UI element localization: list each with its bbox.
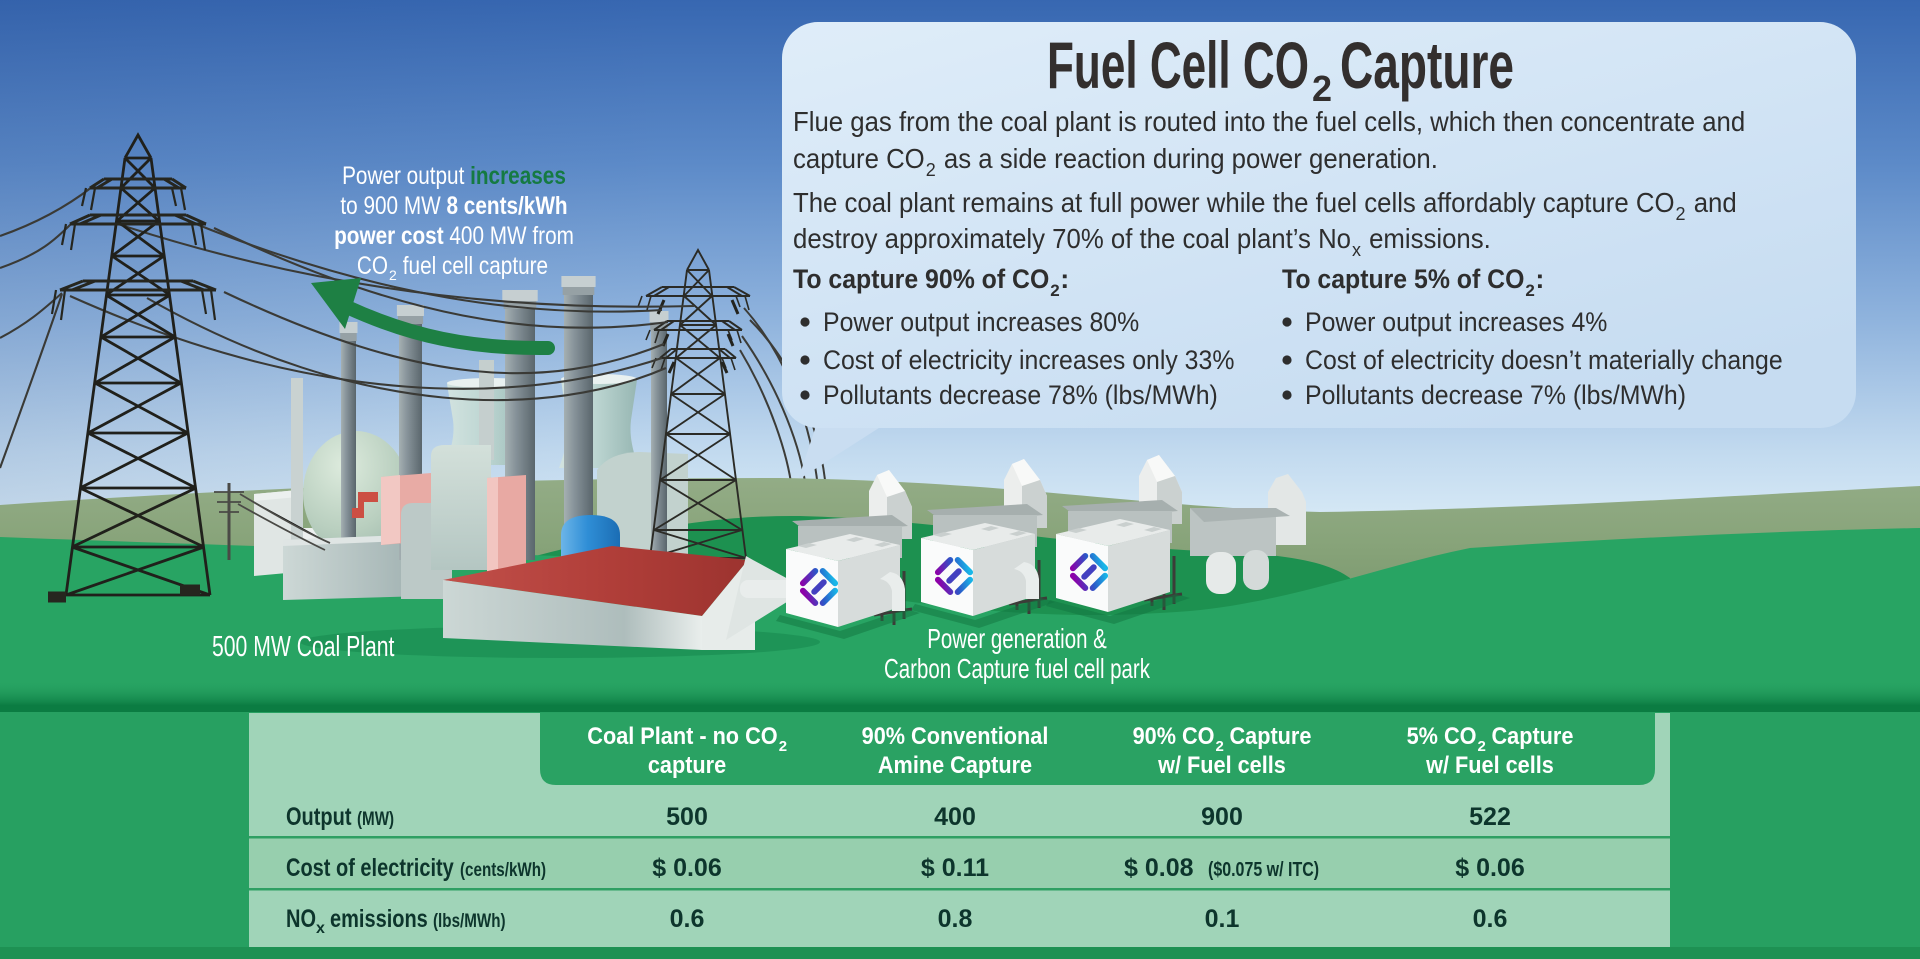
svg-text:x: x bbox=[316, 920, 325, 937]
svg-text:NO: NO bbox=[286, 905, 316, 933]
svg-text:900: 900 bbox=[1201, 803, 1243, 831]
svg-text:Amine Capture: Amine Capture bbox=[878, 752, 1032, 779]
svg-text:0.6: 0.6 bbox=[670, 905, 705, 933]
svg-text:8 cents/kWh: 8 cents/kWh bbox=[447, 192, 568, 220]
svg-text:destroy approximately 70% of t: destroy approximately 70% of the coal pl… bbox=[793, 223, 1351, 254]
svg-text:capture: capture bbox=[648, 752, 726, 779]
svg-text:Cost of electricity: Cost of electricity bbox=[286, 854, 454, 882]
svg-text:Cost of electricity doesn’t ma: Cost of electricity doesn’t materially c… bbox=[1305, 345, 1783, 375]
svg-text:Coal Plant - no CO: Coal Plant - no CO bbox=[587, 723, 777, 750]
svg-text:Power output increases 80%: Power output increases 80% bbox=[823, 307, 1139, 337]
svg-text:Pollutants decrease 7% (lbs/MW: Pollutants decrease 7% (lbs/MWh) bbox=[1305, 380, 1686, 410]
svg-text:To capture 90% of CO: To capture 90% of CO bbox=[793, 264, 1049, 294]
svg-text:w/ Fuel cells: w/ Fuel cells bbox=[1157, 752, 1286, 779]
svg-text:CO: CO bbox=[357, 252, 388, 280]
svg-text:To capture 5% of CO: To capture 5% of CO bbox=[1282, 264, 1524, 294]
svg-text:$ 0.06: $ 0.06 bbox=[1455, 854, 1525, 882]
svg-text:2: 2 bbox=[389, 267, 397, 283]
svg-text:0.8: 0.8 bbox=[938, 905, 973, 933]
svg-text:$ 0.06: $ 0.06 bbox=[652, 854, 722, 882]
svg-text:400 MW from: 400 MW from bbox=[449, 222, 574, 250]
svg-text:2: 2 bbox=[779, 738, 787, 755]
svg-text:0.6: 0.6 bbox=[1473, 905, 1508, 933]
svg-text:Carbon Capture fuel cell park: Carbon Capture fuel cell park bbox=[884, 653, 1151, 684]
svg-text:Capture: Capture bbox=[1230, 723, 1312, 750]
svg-text:Fuel Cell CO: Fuel Cell CO bbox=[1047, 28, 1309, 102]
svg-text:Output: Output bbox=[286, 803, 352, 831]
svg-text:Pollutants decrease 78% (lbs/M: Pollutants decrease 78% (lbs/MWh) bbox=[823, 380, 1218, 410]
svg-text:2: 2 bbox=[926, 160, 936, 180]
svg-text:2: 2 bbox=[1216, 738, 1224, 755]
svg-text:2: 2 bbox=[1676, 204, 1686, 224]
svg-text:Flue gas from the coal plant i: Flue gas from the coal plant is routed i… bbox=[793, 106, 1745, 137]
svg-text:2: 2 bbox=[1312, 68, 1332, 109]
svg-text:($0.075 w/ ITC): ($0.075 w/ ITC) bbox=[1208, 859, 1319, 881]
svg-text:522: 522 bbox=[1469, 803, 1511, 831]
svg-text:emissions.: emissions. bbox=[1369, 223, 1491, 254]
svg-text:capture CO: capture CO bbox=[793, 143, 925, 174]
svg-text:(lbs/MWh): (lbs/MWh) bbox=[433, 911, 506, 932]
svg-text:90% Conventional: 90% Conventional bbox=[862, 723, 1049, 750]
svg-text:emissions: emissions bbox=[330, 905, 428, 933]
svg-text:90% CO: 90% CO bbox=[1133, 723, 1215, 750]
svg-text:Capture: Capture bbox=[1340, 28, 1514, 102]
svg-text:0.1: 0.1 bbox=[1205, 905, 1240, 933]
svg-text::: : bbox=[1535, 264, 1544, 294]
svg-text:power cost: power cost bbox=[334, 222, 449, 250]
svg-text:2: 2 bbox=[1478, 738, 1486, 755]
svg-text:(MW): (MW) bbox=[357, 809, 394, 830]
svg-text:increases: increases bbox=[470, 162, 566, 190]
svg-text:400: 400 bbox=[934, 803, 976, 831]
svg-text:Power generation &: Power generation & bbox=[927, 623, 1107, 654]
svg-text:x: x bbox=[1352, 240, 1361, 260]
svg-text:Power output increases 4%: Power output increases 4% bbox=[1305, 307, 1607, 337]
svg-text:2: 2 bbox=[1050, 281, 1059, 300]
svg-text:$ 0.08: $ 0.08 bbox=[1124, 854, 1194, 882]
svg-text::: : bbox=[1060, 264, 1069, 294]
svg-text:2: 2 bbox=[1525, 281, 1534, 300]
svg-text:(cents/kWh): (cents/kWh) bbox=[460, 860, 546, 881]
svg-text:to 900 MW: to 900 MW bbox=[340, 192, 446, 220]
svg-text:500: 500 bbox=[666, 803, 708, 831]
svg-text:w/ Fuel cells: w/ Fuel cells bbox=[1425, 752, 1554, 779]
svg-text:as a side reaction during powe: as a side reaction during power generati… bbox=[944, 143, 1438, 174]
svg-text:The coal plant remains at full: The coal plant remains at full power whi… bbox=[793, 187, 1675, 218]
svg-text:500 MW Coal Plant: 500 MW Coal Plant bbox=[212, 631, 394, 663]
svg-text:$ 0.11: $ 0.11 bbox=[921, 854, 989, 882]
svg-text:and: and bbox=[1694, 187, 1737, 218]
svg-text:Power output: Power output bbox=[342, 162, 470, 190]
svg-text:Cost of electricity increases: Cost of electricity increases only 33% bbox=[823, 345, 1234, 375]
svg-text:Capture: Capture bbox=[1492, 723, 1574, 750]
svg-text:5% CO: 5% CO bbox=[1407, 723, 1477, 750]
svg-text:fuel cell capture: fuel cell capture bbox=[403, 252, 548, 280]
